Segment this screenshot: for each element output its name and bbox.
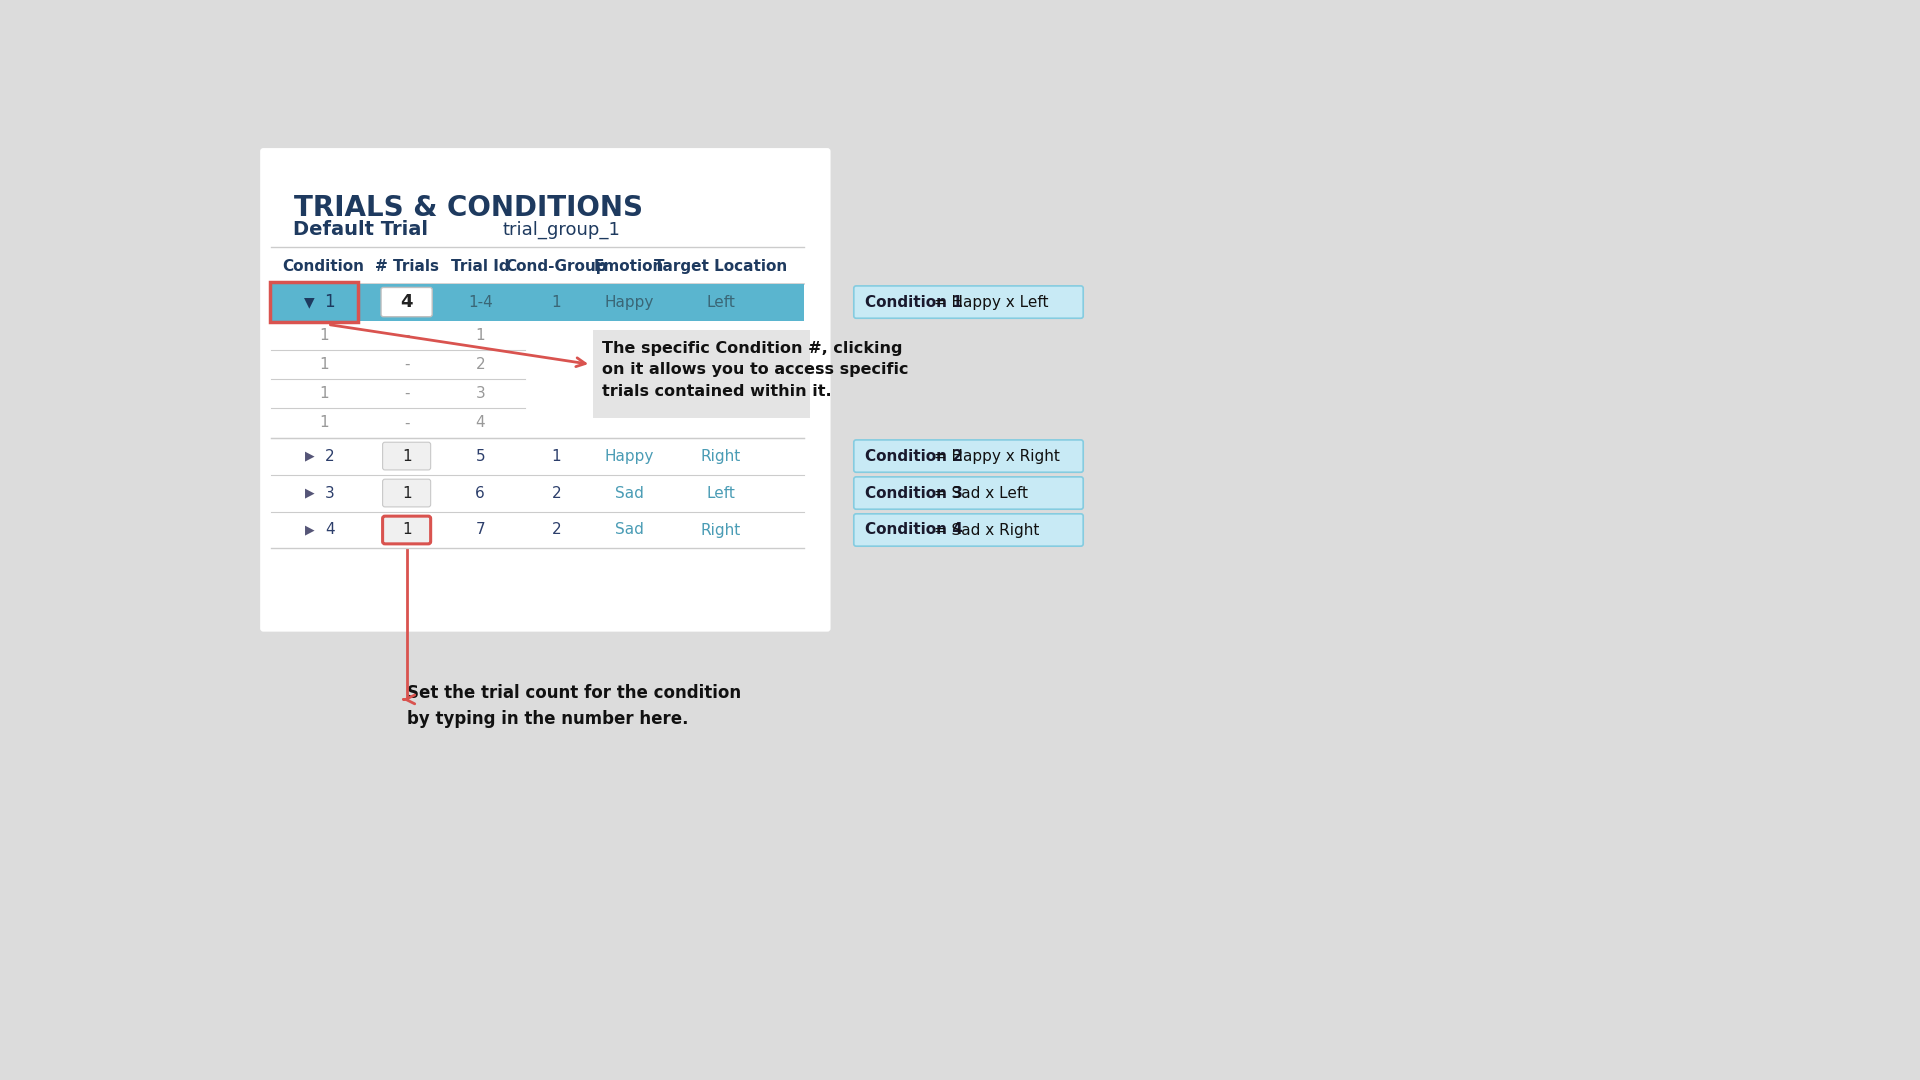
- Text: = Sad x Left: = Sad x Left: [929, 486, 1029, 500]
- Text: = Happy x Left: = Happy x Left: [929, 295, 1048, 310]
- FancyBboxPatch shape: [382, 442, 430, 470]
- FancyBboxPatch shape: [854, 514, 1083, 546]
- Text: 1: 1: [319, 416, 328, 431]
- Text: Set the trial count for the condition
by typing in the number here.: Set the trial count for the condition by…: [407, 684, 741, 728]
- FancyBboxPatch shape: [593, 329, 810, 418]
- Text: Target Location: Target Location: [655, 259, 787, 274]
- Text: = Happy x Right: = Happy x Right: [929, 448, 1060, 463]
- Text: 3: 3: [324, 486, 334, 500]
- Text: 1-4: 1-4: [468, 295, 493, 310]
- FancyBboxPatch shape: [854, 477, 1083, 509]
- Text: Default Trial: Default Trial: [292, 220, 428, 239]
- Text: Right: Right: [701, 448, 741, 463]
- Text: 1: 1: [401, 523, 411, 538]
- Text: ▶: ▶: [305, 486, 315, 500]
- FancyBboxPatch shape: [380, 287, 432, 316]
- Text: The specific Condition #, clicking
on it allows you to access specific
trials co: The specific Condition #, clicking on it…: [603, 340, 908, 399]
- Text: 1: 1: [401, 486, 411, 500]
- Text: Right: Right: [701, 523, 741, 538]
- Text: Condition 4: Condition 4: [866, 523, 964, 538]
- Text: 3: 3: [476, 387, 486, 401]
- Text: # Trials: # Trials: [374, 259, 438, 274]
- Text: Trial Id: Trial Id: [451, 259, 509, 274]
- Text: Happy: Happy: [605, 295, 653, 310]
- Text: -: -: [403, 387, 409, 401]
- Text: 1: 1: [319, 357, 328, 372]
- Text: 1: 1: [319, 327, 328, 342]
- Text: 1: 1: [551, 295, 561, 310]
- Text: Cond-Group: Cond-Group: [505, 259, 607, 274]
- Text: Condition 1: Condition 1: [866, 295, 964, 310]
- Text: 1: 1: [551, 448, 561, 463]
- Text: 2: 2: [324, 448, 334, 463]
- FancyBboxPatch shape: [382, 480, 430, 507]
- Text: -: -: [403, 327, 409, 342]
- Text: ▼: ▼: [305, 295, 315, 309]
- Text: ▶: ▶: [305, 449, 315, 462]
- FancyBboxPatch shape: [259, 148, 831, 632]
- Bar: [271, 282, 357, 322]
- FancyBboxPatch shape: [854, 286, 1083, 319]
- Text: Condition: Condition: [282, 259, 365, 274]
- Text: Sad: Sad: [614, 523, 643, 538]
- Text: 1: 1: [324, 293, 336, 311]
- Text: 7: 7: [476, 523, 486, 538]
- Text: 1: 1: [401, 448, 411, 463]
- FancyBboxPatch shape: [854, 440, 1083, 472]
- Text: 2: 2: [476, 357, 486, 372]
- Text: TRIALS & CONDITIONS: TRIALS & CONDITIONS: [294, 193, 643, 221]
- Text: = Sad x Right: = Sad x Right: [929, 523, 1041, 538]
- Text: -: -: [403, 357, 409, 372]
- Text: 2: 2: [551, 486, 561, 500]
- Text: Condition 3: Condition 3: [866, 486, 964, 500]
- Text: 5: 5: [476, 448, 486, 463]
- Text: -: -: [403, 416, 409, 431]
- Text: trial_group_1: trial_group_1: [503, 220, 620, 239]
- Text: ▶: ▶: [305, 524, 315, 537]
- Text: 4: 4: [476, 416, 486, 431]
- Text: 4: 4: [401, 293, 413, 311]
- Text: 2: 2: [551, 523, 561, 538]
- Text: Happy: Happy: [605, 448, 653, 463]
- Bar: [271, 284, 804, 321]
- Text: Left: Left: [707, 486, 735, 500]
- Text: 1: 1: [319, 387, 328, 401]
- FancyBboxPatch shape: [382, 516, 430, 544]
- Text: Condition 2: Condition 2: [866, 448, 964, 463]
- Text: Left: Left: [707, 295, 735, 310]
- Text: Emotion: Emotion: [593, 259, 664, 274]
- Text: 4: 4: [324, 523, 334, 538]
- Text: 6: 6: [476, 486, 486, 500]
- Text: 1: 1: [476, 327, 486, 342]
- Text: Sad: Sad: [614, 486, 643, 500]
